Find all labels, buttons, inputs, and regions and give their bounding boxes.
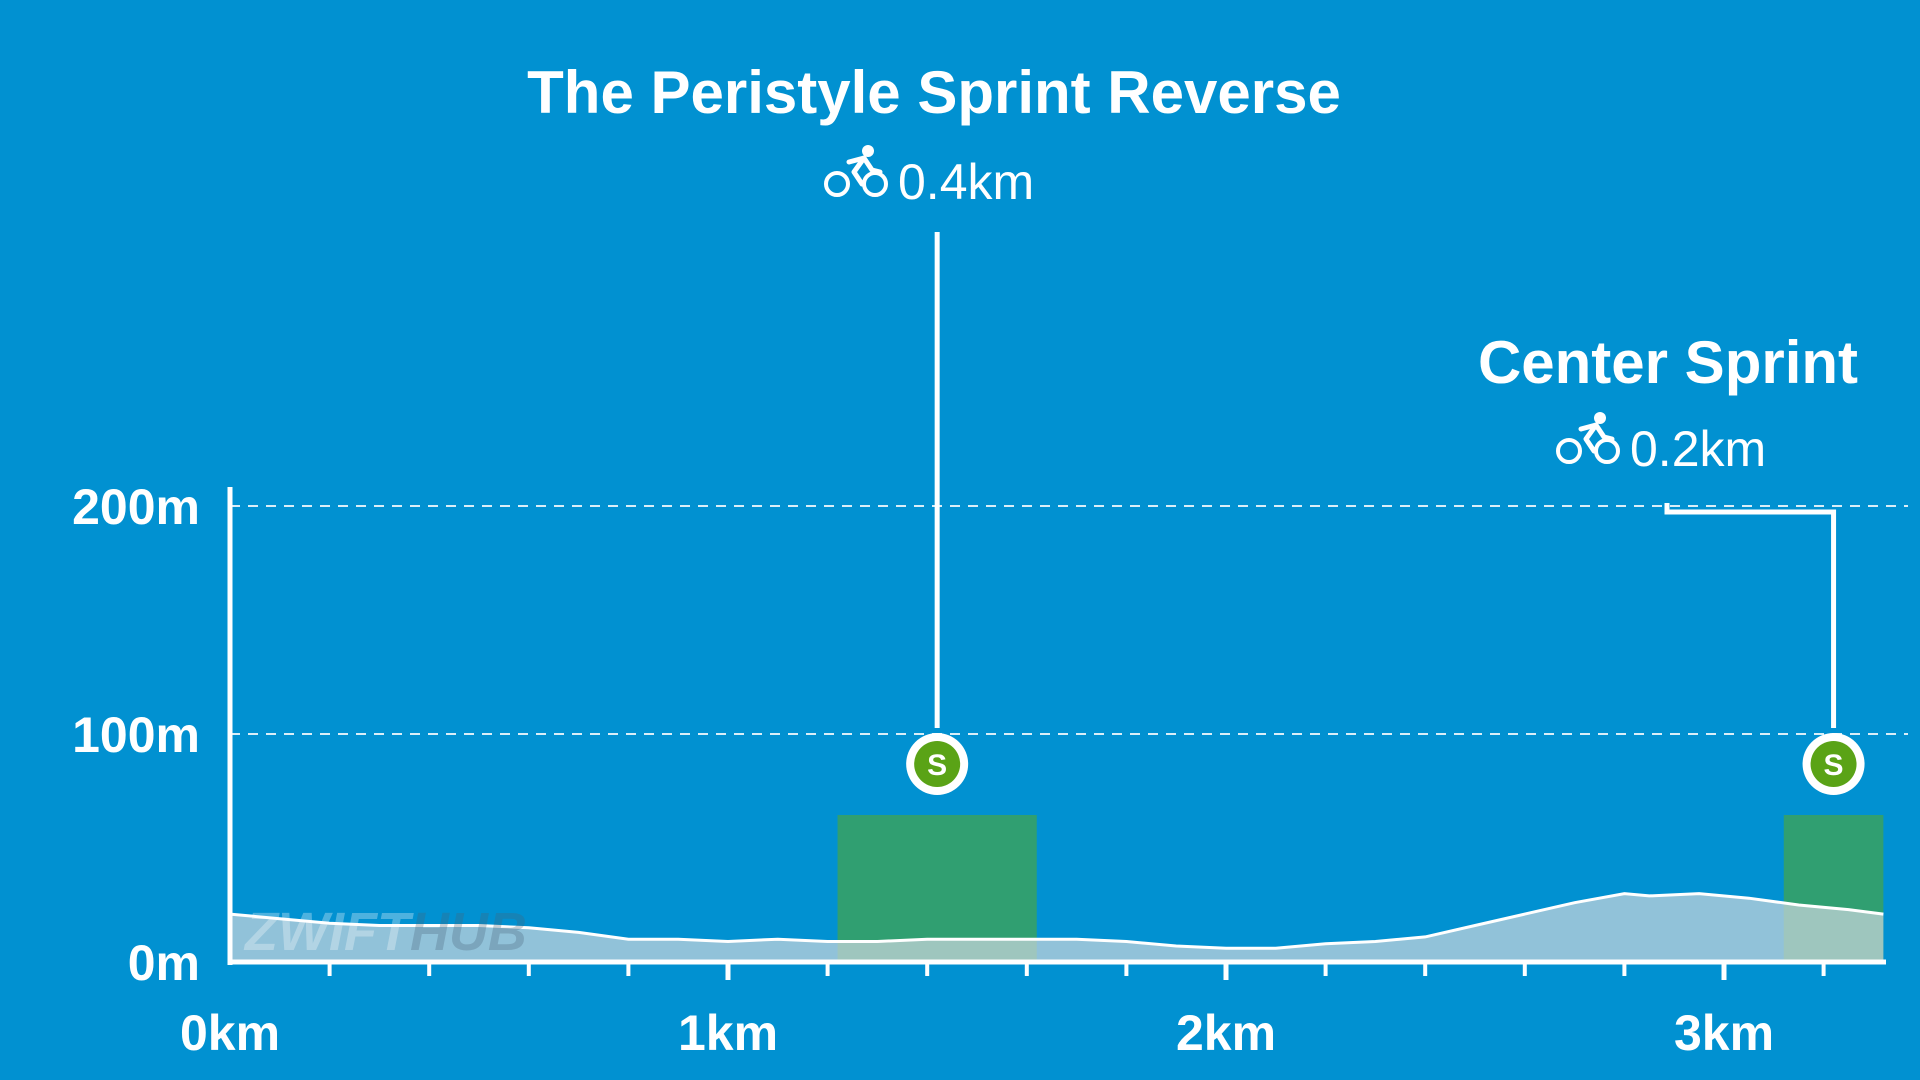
sprint-zone-1 bbox=[837, 815, 1037, 962]
sprint-badge: S bbox=[906, 733, 969, 795]
watermark-part-1: ZWIFT bbox=[243, 902, 414, 962]
leader-line-center-sprint bbox=[1664, 503, 1837, 728]
segment-leader-lines bbox=[934, 232, 1837, 728]
segment-label-center-sprint: Center Sprint 0.2km bbox=[1478, 329, 1858, 477]
y-tick-label: 100m bbox=[72, 707, 200, 763]
x-tick-label: 1km bbox=[678, 1005, 778, 1061]
y-axis-labels: 0m 100m 200m bbox=[72, 479, 200, 991]
y-tick-label: 200m bbox=[72, 479, 200, 535]
x-tick-label: 0km bbox=[180, 1005, 280, 1061]
segment-title: Center Sprint bbox=[1478, 329, 1858, 396]
x-axis-labels: 0km 1km 2km 3km bbox=[180, 1005, 1774, 1061]
x-tick-label: 3km bbox=[1674, 1005, 1774, 1061]
bicycle-icon bbox=[826, 145, 886, 195]
watermark-part-2: HUB bbox=[410, 902, 527, 962]
segment-label-peristyle: The Peristyle Sprint Reverse 0.4km bbox=[527, 59, 1341, 210]
sprint-badge: S bbox=[1802, 733, 1865, 795]
sprint-badge-fill bbox=[914, 741, 961, 787]
sprint-badge-fill bbox=[1810, 741, 1857, 787]
segment-distance: 0.4km bbox=[898, 154, 1034, 210]
svg-text:ZWIFTHUB: ZWIFTHUB bbox=[243, 902, 527, 962]
y-tick-label: 0m bbox=[128, 935, 200, 991]
sprint-badge-letter: S bbox=[927, 749, 947, 782]
elevation-profile-area bbox=[230, 893, 1884, 962]
zwifthub-watermark: ZWIFTHUB bbox=[243, 902, 527, 962]
axes bbox=[227, 487, 1886, 980]
x-tick-label: 2km bbox=[1176, 1005, 1276, 1061]
elevation-profile-line bbox=[229, 892, 1884, 950]
sprint-badge-letter: S bbox=[1824, 749, 1844, 782]
segment-distance: 0.2km bbox=[1630, 421, 1766, 477]
bicycle-icon bbox=[1558, 412, 1618, 462]
grid-lines bbox=[230, 505, 1908, 735]
segment-title: The Peristyle Sprint Reverse bbox=[527, 59, 1341, 126]
